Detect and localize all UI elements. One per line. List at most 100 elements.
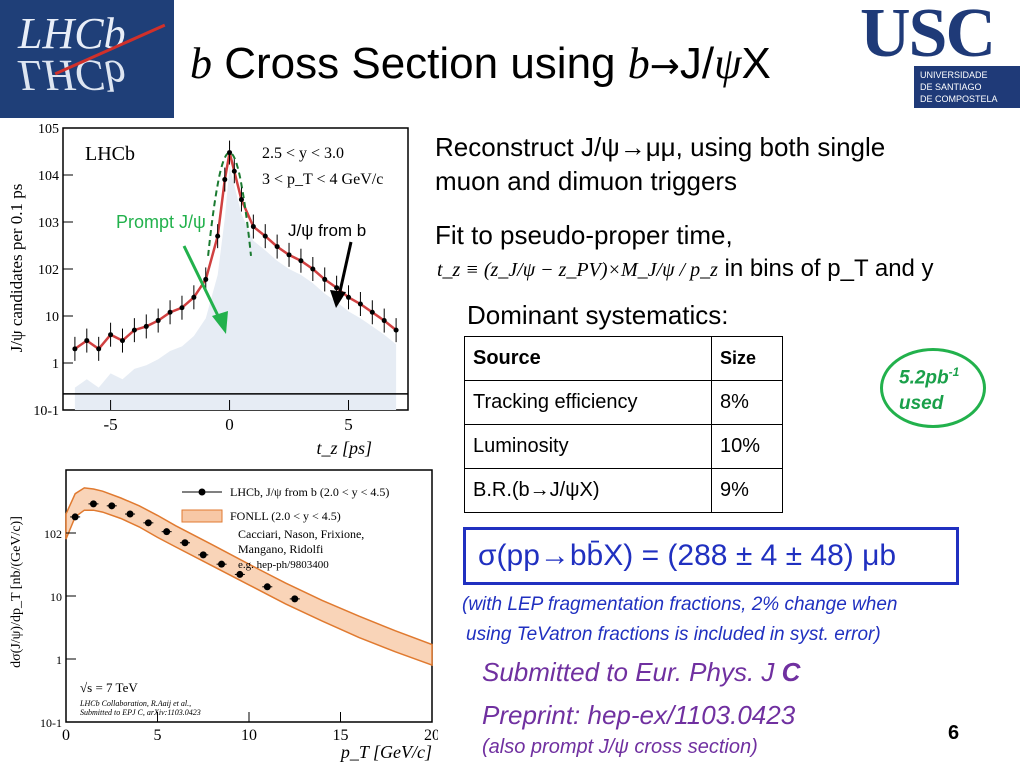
table-cell: Tracking efficiency [464, 380, 712, 425]
legend-marker-data [198, 488, 206, 496]
lhcb-logo: LHCb LHCb [0, 0, 174, 118]
table-header-size: Size [711, 336, 783, 381]
chart1-data-point [155, 308, 161, 333]
chart1-data-point [286, 242, 292, 267]
chart1-data-point [167, 300, 173, 325]
chart1-data-point [96, 336, 102, 361]
chart1-data-point [227, 140, 233, 165]
chart1-data-point [84, 328, 90, 353]
chart1-data-point [346, 285, 352, 310]
chart1-x-tick-label: 5 [344, 415, 353, 434]
lumi-exponent: -1 [948, 365, 960, 379]
chart1-y-tick-label: 10-1 [33, 404, 59, 419]
chart2-data-point [125, 510, 136, 518]
chart2-data-point [179, 539, 190, 547]
chart1-data-point [231, 159, 237, 184]
bullet-reconstruct: Reconstruct J/ψ→μμ, using both single mu… [435, 130, 885, 198]
chart2-data-point [234, 570, 245, 578]
chart1-data-point [262, 224, 268, 249]
tz-distribution-chart: -5 0 5 10-1 1 10 102 103 104 105 LHCb 2.5 < y < 3… [7, 122, 409, 458]
chart2-x-label: p_T [GeV/c] [339, 742, 432, 762]
usc-logo: USC UNIVERSIDADE DE SANTIAGO DE COMPOSTE… [858, 0, 1020, 110]
chart1-data-point [274, 234, 280, 259]
chart1-y-label: J/ψ candidates per 0.1 ps [7, 184, 26, 353]
chart2-y-label: dσ(J/ψ)/dp_T [nb/(GeV/c)] [9, 516, 24, 668]
bullet-fit-line1: Fit to pseudo-proper time, [435, 220, 733, 250]
chart1-data-point [143, 314, 149, 339]
chart2-data-point [88, 500, 99, 508]
bullet-reconstruct-line2: muon and dimuon triggers [435, 166, 738, 196]
chart1-y-tick-label: 10 [45, 310, 59, 325]
table-cell: B.R.(b→J/ψX) [464, 468, 712, 513]
usc-logo-bar [914, 66, 1020, 108]
chart1-data-point [72, 336, 78, 361]
cross-section-result: σ(pp→bb̄X) = (288 ± 4 ± 48) μb [478, 539, 897, 572]
slide-title: b Cross Section using b→J/ψX [190, 38, 771, 89]
usc-sub-2: DE SANTIAGO [920, 82, 982, 92]
chart1-y-tick-label: 102 [38, 263, 59, 278]
chart2-x-tick-label: 10 [241, 727, 257, 744]
table-cell: 9% [711, 468, 783, 513]
title-x: X [741, 39, 771, 88]
chart1-y-tick-label: 104 [38, 169, 59, 184]
prompt-annotation: Prompt J/ψ [116, 212, 206, 232]
chart1-data-point [322, 267, 328, 292]
lumi-number: 5.2pb [899, 367, 949, 389]
chart2-axes: 0 5 10 15 20 10-1 1 10 102 [40, 527, 438, 744]
chart1-data-point [310, 257, 316, 281]
fragmentation-note-1: (with LEP fragmentation fractions, 2% ch… [462, 594, 898, 615]
table-row: B.R.(b→J/ψX) 9% [464, 468, 783, 513]
table-row: Tracking efficiency 8% [464, 380, 783, 425]
chart1-data-point [238, 187, 244, 212]
legend-band-swatch [181, 509, 223, 523]
bullet-fit-tail: in bins of p_T and y [717, 255, 934, 282]
chart1-data-point [191, 285, 197, 310]
fonll-band [65, 487, 433, 667]
chart1-y-tick-label: 105 [38, 122, 59, 137]
prompt-arrow-head [212, 311, 228, 334]
dominant-systematics-heading: Dominant systematics: [467, 300, 729, 330]
theory-ref-3: e.g. hep-ph/9803400 [238, 559, 329, 571]
chart1-data-point [119, 328, 125, 353]
chart2-data-point [106, 502, 117, 510]
title-psi: ψ [714, 39, 742, 88]
chart2-y-tick-label: 102 [44, 527, 62, 541]
collab-note-2: Submitted to EPJ C, arXiv:1103.0423 [80, 708, 201, 717]
submission-journal: Submitted to Eur. Phys. J [482, 657, 782, 687]
chart1-y-tick-label: 103 [38, 216, 59, 231]
title-b2: b [627, 39, 650, 88]
luminosity-badge: 5.2pb-1 used [880, 348, 986, 428]
legend-data-label: LHCb, J/ψ from b (2.0 < y < 4.5) [230, 485, 389, 499]
table-row: Luminosity 10% [464, 424, 783, 469]
chart2-data-point [198, 551, 209, 559]
title-text: Cross Section using [212, 39, 628, 88]
chart1-x-label: t_z [ps] [316, 438, 372, 458]
chart1-points [72, 140, 399, 361]
title-arrow: → [649, 46, 680, 87]
pt-cross-section-chart: 0 5 10 15 20 10-1 1 10 102 LHCb, J/ψ from b (2.0… [9, 469, 438, 762]
tz-formula: t_z ≡ (z_J/ψ − z_PV)×M_J/ψ / p_z [437, 259, 718, 281]
chart2-x-tick-label: 0 [62, 727, 70, 744]
chart1-b-component-fill [74, 166, 397, 410]
usc-sub-3: DE COMPOSTELA [920, 94, 998, 104]
chart2-y-tick-label: 1 [56, 653, 62, 667]
bullet-fit-formula-row: t_z ≡ (z_J/ψ − z_PV)×M_J/ψ / p_z in bins… [437, 252, 934, 287]
prompt-cross-section-note: (also prompt J/ψ cross section) [482, 736, 758, 758]
preprint-note: Preprint: hep-ex/1103.0423 [482, 700, 796, 730]
chart2-data-point [70, 513, 81, 521]
chart1-y-tick-label: 1 [52, 357, 59, 372]
table-cell: 8% [711, 380, 783, 425]
chart1-cut-rapidity: 2.5 < y < 3.0 [262, 145, 344, 162]
systematics-table: Source Size Tracking efficiency 8% Lumin… [464, 336, 783, 513]
chart1-cut-pt: 3 < p_T < 4 GeV/c [262, 171, 383, 188]
collab-note-1: LHCb Collaboration, R.Aaij et al., [79, 699, 191, 708]
chart2-data-point [143, 519, 154, 527]
table-header-row: Source Size [464, 336, 783, 381]
chart1-data-point [179, 295, 185, 320]
chart1-total-fit [74, 152, 397, 351]
chart1-x-tick-label: 0 [225, 415, 234, 434]
chart1-axes: -5 0 5 10-1 1 10 102 103 104 105 [33, 122, 352, 434]
chart1-data-point [357, 292, 363, 316]
chart2-data-point [289, 595, 300, 603]
chart2-fonll-band [65, 487, 433, 667]
